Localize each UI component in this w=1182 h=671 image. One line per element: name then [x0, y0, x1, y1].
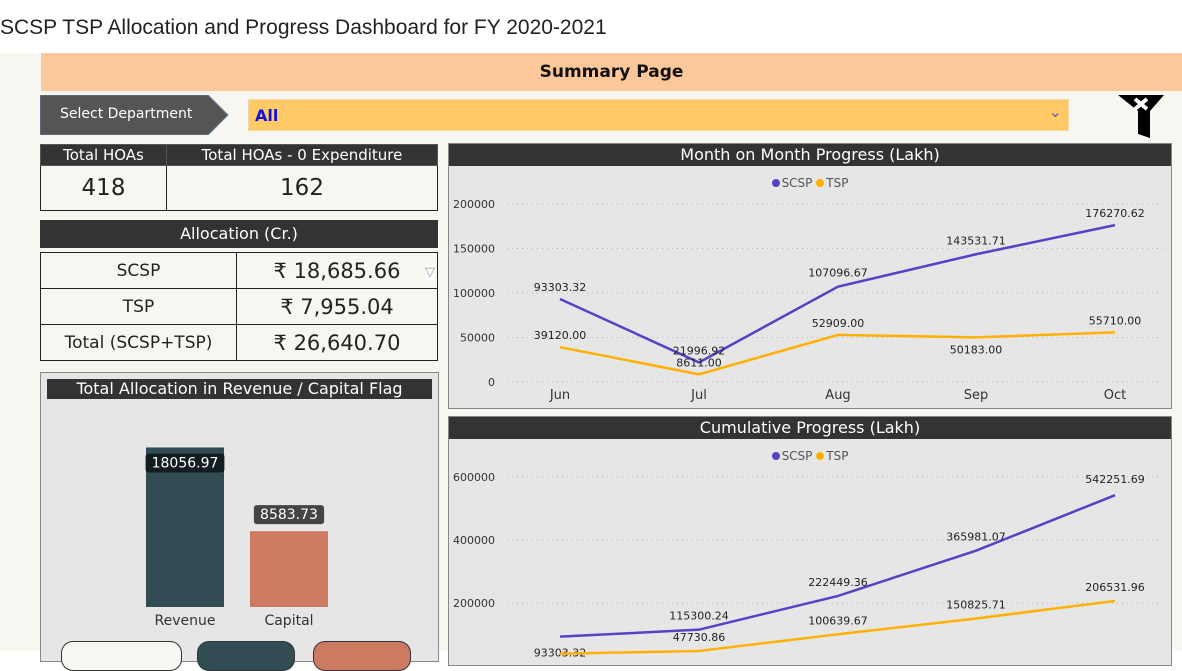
allocation-table: SCSP ₹ 18,685.66 ▽ TSP ₹ 7,955.04 Total (SC… — [40, 252, 438, 361]
data-label: 150825.71 — [946, 598, 1006, 611]
y-tick-label: 100000 — [453, 287, 495, 300]
chart-legend: SCSP TSP — [449, 449, 1171, 463]
data-label: 39120.00 — [534, 329, 587, 342]
data-label: 176270.62 — [1085, 207, 1145, 220]
month-on-month-chart: Month on Month Progress (Lakh) SCSP TSP … — [448, 143, 1172, 409]
data-label: 365981.07 — [946, 531, 1006, 544]
bar-value-label-bg — [253, 505, 325, 525]
bar-category-label: Capital — [264, 613, 313, 629]
data-label: 21996.92 — [673, 344, 726, 357]
department-dropdown[interactable]: All ⌄ — [248, 99, 1069, 131]
chart-legend: SCSP TSP — [449, 176, 1171, 190]
row-label: TSP — [40, 288, 237, 325]
cumulative-progress-chart: Cumulative Progress (Lakh) SCSP TSP 2000… — [448, 416, 1172, 666]
data-label: 107096.67 — [808, 267, 868, 280]
data-label: 542251.69 — [1085, 473, 1145, 486]
data-label: 8611.00 — [676, 356, 722, 369]
data-label: 115300.24 — [669, 610, 729, 623]
data-label: 47730.86 — [673, 631, 726, 644]
series-line-scsp[interactable] — [559, 223, 1116, 364]
total-hoas-value: 418 — [40, 165, 167, 211]
bar-category-label: Revenue — [155, 613, 216, 629]
total-hoas-label: Total HOAs — [40, 144, 167, 166]
bar-capital[interactable] — [250, 531, 328, 607]
select-department-label: Select Department — [39, 94, 230, 136]
legend-button-revenue[interactable] — [197, 641, 295, 671]
data-label: 222449.36 — [808, 576, 868, 589]
bar-chart: 18056.97 Revenue 8583.73 Capital — [145, 447, 328, 629]
zero-expenditure-value: 162 — [166, 165, 438, 211]
allocation-title: Allocation (Cr.) — [40, 220, 438, 248]
row-value: ₹ 26,640.70 — [236, 324, 438, 361]
legend-tsp[interactable]: TSP — [816, 449, 848, 463]
x-tick-label: Jul — [690, 388, 707, 403]
legend-button-capital[interactable] — [313, 641, 411, 671]
dropdown-value: All — [255, 106, 279, 125]
bar-value-label: 8583.73 — [260, 507, 318, 523]
series-line-tsp[interactable] — [559, 331, 1116, 376]
legend-scsp[interactable]: SCSP — [771, 449, 812, 463]
x-tick-label: Aug — [825, 388, 850, 403]
legend-scsp[interactable]: SCSP — [771, 176, 812, 190]
allocation-row-scsp: SCSP ₹ 18,685.66 ▽ — [40, 252, 438, 289]
x-tick-label: Jun — [549, 388, 570, 403]
data-label: 93303.32 — [534, 281, 587, 294]
row-label: Total (SCSP+TSP) — [40, 324, 237, 361]
x-tick-label: Sep — [964, 388, 989, 403]
y-tick-label: 200000 — [453, 597, 495, 610]
y-tick-label: 600000 — [453, 471, 495, 484]
zero-expenditure-label: Total HOAs - 0 Expenditure — [166, 144, 438, 166]
page-title: SCSP TSP Allocation and Progress Dashboa… — [0, 16, 607, 39]
data-label: 52909.00 — [812, 317, 865, 330]
filter-icon[interactable]: ▽ — [425, 265, 435, 280]
summary-header: Summary Page — [41, 53, 1182, 91]
data-label: 100639.67 — [808, 614, 868, 627]
data-label: 55710.00 — [1089, 314, 1142, 327]
y-tick-label: 0 — [488, 376, 495, 389]
bar-value-label: 18056.97 — [152, 455, 219, 471]
y-tick-label: 200000 — [453, 198, 495, 211]
row-label: SCSP — [40, 252, 237, 289]
data-label: 50183.00 — [950, 343, 1003, 356]
row-value: ₹ 18,685.66 ▽ — [236, 252, 438, 289]
bar-value-label-bg — [145, 453, 225, 473]
allocation-row-total: Total (SCSP+TSP) ₹ 26,640.70 — [40, 324, 438, 361]
y-tick-label: 150000 — [453, 243, 495, 256]
y-tick-label: 50000 — [460, 332, 495, 345]
chevron-down-icon: ⌄ — [1048, 102, 1062, 121]
legend-button-all[interactable] — [61, 641, 182, 671]
data-label: 206531.96 — [1085, 581, 1145, 594]
chart-title: Month on Month Progress (Lakh) — [449, 144, 1171, 166]
row-value: ₹ 7,955.04 — [236, 288, 438, 325]
legend-tsp[interactable]: TSP — [816, 176, 848, 190]
chart-title: Cumulative Progress (Lakh) — [449, 417, 1171, 439]
x-tick-label: Oct — [1104, 388, 1126, 403]
select-department-text: Select Department — [60, 106, 193, 122]
hoa-kpi-table: Total HOAs Total HOAs - 0 Expenditure 418… — [40, 144, 438, 211]
chart-title: Total Allocation in Revenue / Capital Fl… — [47, 379, 432, 399]
allocation-row-tsp: TSP ₹ 7,955.04 — [40, 288, 438, 325]
bar-revenue[interactable] — [146, 447, 224, 607]
series-line-scsp[interactable] — [559, 494, 1116, 638]
y-tick-label: 400000 — [453, 534, 495, 547]
clear-filter-icon[interactable] — [1116, 94, 1166, 140]
data-label: 143531.71 — [946, 234, 1006, 247]
revenue-capital-panel: Total Allocation in Revenue / Capital Fl… — [40, 372, 439, 671]
